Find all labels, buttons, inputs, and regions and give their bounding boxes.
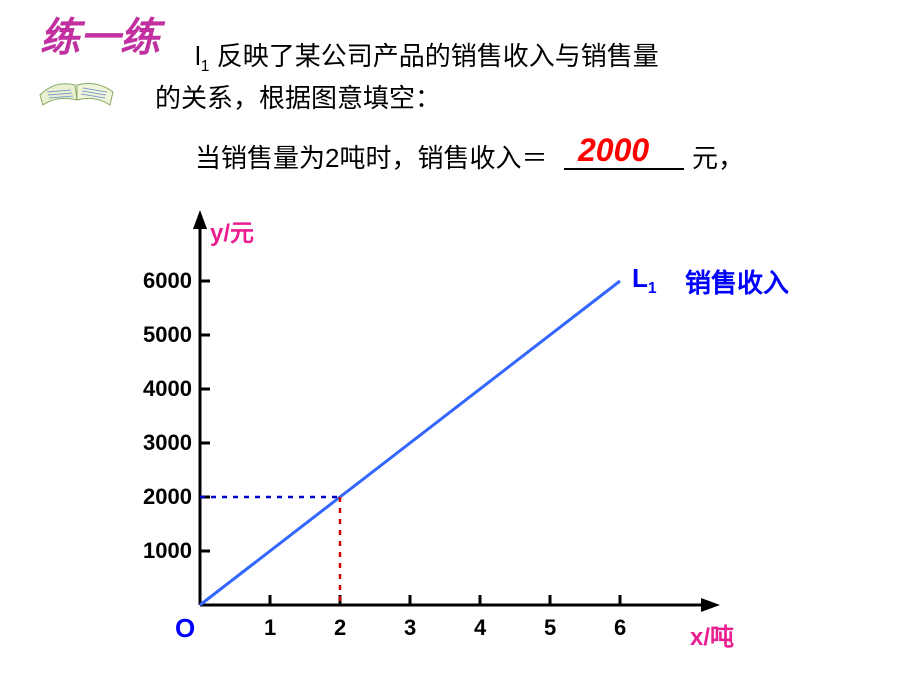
question-text: 当销售量为2吨时，销售收入＝ xyxy=(195,138,547,180)
line-label-prefix: L xyxy=(632,263,648,293)
x-tick-label: 5 xyxy=(544,615,556,641)
origin-text: O xyxy=(175,613,195,643)
line-label-txt: 销售收入 xyxy=(685,268,789,298)
chart-container: y/元 x/吨 O 1000 2000 3000 4000 5000 6000 1 2 3 4 5… xyxy=(115,205,815,675)
x-tick-label: 3 xyxy=(404,615,416,641)
origin-label: O xyxy=(175,613,195,644)
description-line1: l1 反映了某公司产品的销售收入与销售量 xyxy=(195,36,659,80)
y-tick-label: 2000 xyxy=(143,484,192,510)
x-axis-arrow xyxy=(701,598,720,612)
line-label-sub: 1 xyxy=(648,280,657,297)
desc-rest: 反映了某公司产品的销售收入与销售量 xyxy=(209,41,658,71)
x-tick-label: 4 xyxy=(474,615,486,641)
blank-underline xyxy=(564,168,684,170)
x-tick-label: 2 xyxy=(334,615,346,641)
answer-text: 2000 xyxy=(578,132,649,168)
data-line xyxy=(200,281,620,605)
y-tick-label: 5000 xyxy=(143,322,192,348)
book-icon xyxy=(35,60,120,110)
y-tick-label: 4000 xyxy=(143,376,192,402)
description-line2: 的关系，根据图意填空： xyxy=(155,78,441,120)
line-label-text: 销售收入 xyxy=(685,263,789,300)
answer-value: 2000 xyxy=(578,132,649,169)
question-main: 当销售量为2吨时，销售收入＝ xyxy=(195,143,547,173)
y-label-text: y/元 xyxy=(210,220,254,247)
y-tick-label: 3000 xyxy=(143,430,192,456)
x-tick-label: 6 xyxy=(614,615,626,641)
question-suffix: 元， xyxy=(692,138,744,175)
y-axis-label: y/元 xyxy=(210,213,254,248)
page-title: 练一练 xyxy=(40,5,160,63)
y-tick-label: 6000 xyxy=(143,268,192,294)
suffix-text: 元， xyxy=(692,143,744,173)
y-axis-arrow xyxy=(193,210,207,229)
x-tick-label: 1 xyxy=(264,615,276,641)
x-label-text: x/吨 xyxy=(690,624,734,651)
line-label-L1: L1 xyxy=(632,263,657,298)
y-tick-label: 1000 xyxy=(143,538,192,564)
x-axis-label: x/吨 xyxy=(690,617,734,652)
title-text: 练一练 xyxy=(40,15,160,60)
desc-line2-text: 的关系，根据图意填空： xyxy=(155,83,441,113)
